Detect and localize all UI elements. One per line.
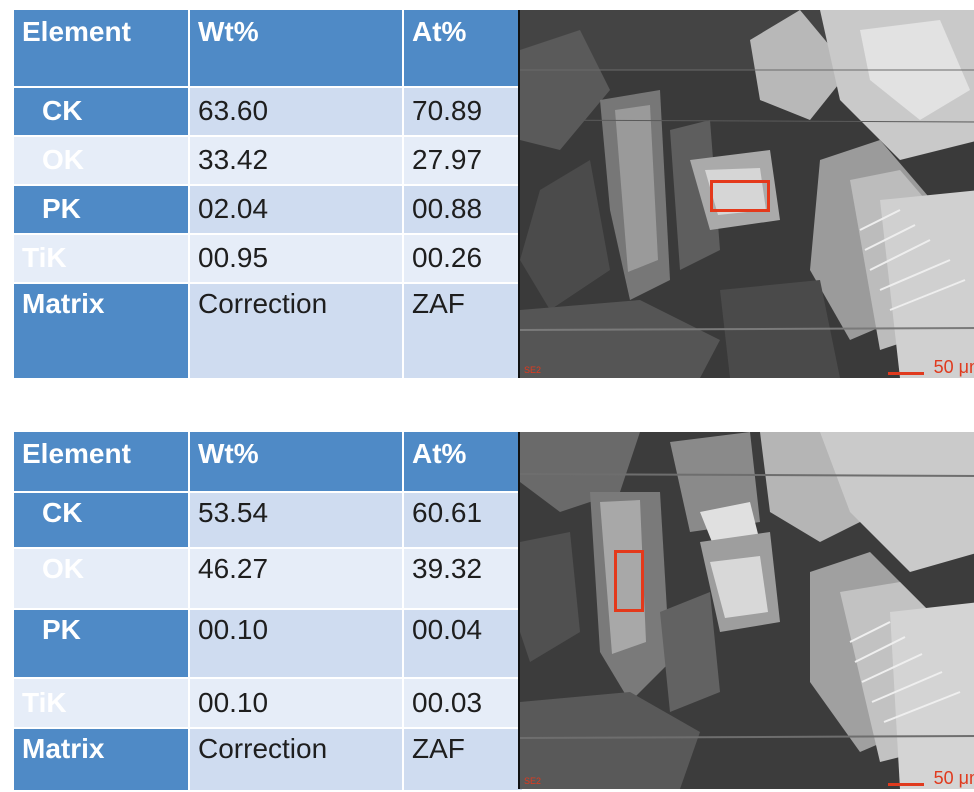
table-row: OK 33.42 27.97: [14, 136, 522, 184]
table-row: TiK 00.95 00.26: [14, 234, 522, 282]
header-at: At%: [404, 432, 522, 492]
sem-micrograph-2: SE2 50 μm: [518, 432, 974, 789]
element-cell: OK: [14, 548, 188, 608]
scale-bar: [888, 372, 924, 375]
at-cell: 00.04: [404, 609, 522, 678]
at-cell: 00.26: [404, 234, 522, 282]
at-cell: 00.03: [404, 679, 522, 727]
wt-cell: 33.42: [190, 136, 402, 184]
matrix-zaf: ZAF: [404, 283, 522, 378]
eds-table-1: Element Wt% At% CK 63.60 70.89 OK 33.42 …: [12, 8, 524, 380]
at-cell: 70.89: [404, 87, 522, 135]
element-cell: PK: [14, 609, 188, 678]
wt-cell: 63.60: [190, 87, 402, 135]
table-row: CK 63.60 70.89: [14, 87, 522, 135]
scale-bar: [888, 783, 924, 786]
detector-label: SE2: [524, 365, 542, 375]
scale-label: 50 μm: [933, 357, 974, 377]
wt-cell: 02.04: [190, 185, 402, 233]
table-row: OK 46.27 39.32: [14, 548, 522, 608]
wt-cell: 00.10: [190, 609, 402, 678]
matrix-correction: Correction: [190, 283, 402, 378]
element-cell: CK: [14, 493, 188, 547]
table-row: TiK 00.10 00.03: [14, 679, 522, 727]
table-header-row: Element Wt% At%: [14, 432, 522, 492]
wt-cell: 46.27: [190, 548, 402, 608]
header-at: At%: [404, 10, 522, 86]
matrix-zaf: ZAF: [404, 728, 522, 790]
wt-cell: 00.10: [190, 679, 402, 727]
matrix-row: Matrix Correction ZAF: [14, 283, 522, 378]
matrix-correction: Correction: [190, 728, 402, 790]
detector-label: SE2: [524, 776, 542, 786]
header-element: Element: [14, 10, 188, 86]
matrix-label: Matrix: [14, 728, 188, 790]
element-cell: CK: [14, 87, 188, 135]
matrix-label: Matrix: [14, 283, 188, 378]
eds-table-2: Element Wt% At% CK 53.54 60.61 OK 46.27 …: [12, 430, 524, 792]
table-row: PK 02.04 00.88: [14, 185, 522, 233]
table-row: PK 00.10 00.04: [14, 609, 522, 678]
sem-micrograph-1: SE2 50 μm: [518, 10, 974, 378]
micrograph-texture: [520, 10, 974, 378]
matrix-row: Matrix Correction ZAF: [14, 728, 522, 790]
header-wt: Wt%: [190, 432, 402, 492]
element-cell: TiK: [14, 234, 188, 282]
table-header-row: Element Wt% At%: [14, 10, 522, 86]
element-cell: PK: [14, 185, 188, 233]
at-cell: 00.88: [404, 185, 522, 233]
roi-box: [614, 550, 644, 612]
micrograph-texture: [520, 432, 974, 789]
element-cell: TiK: [14, 679, 188, 727]
header-wt: Wt%: [190, 10, 402, 86]
wt-cell: 00.95: [190, 234, 402, 282]
at-cell: 60.61: [404, 493, 522, 547]
header-element: Element: [14, 432, 188, 492]
scale-label: 50 μm: [933, 768, 974, 788]
wt-cell: 53.54: [190, 493, 402, 547]
table-row: CK 53.54 60.61: [14, 493, 522, 547]
element-cell: OK: [14, 136, 188, 184]
at-cell: 27.97: [404, 136, 522, 184]
roi-box: [710, 180, 770, 212]
at-cell: 39.32: [404, 548, 522, 608]
